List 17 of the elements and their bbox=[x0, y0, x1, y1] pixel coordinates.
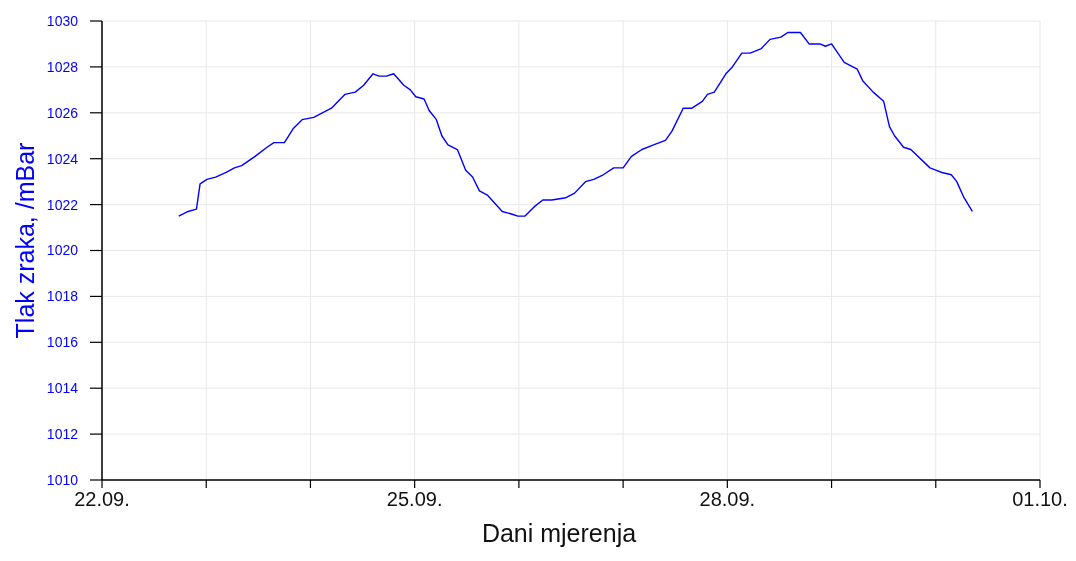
y-tick-label: 1030 bbox=[46, 12, 79, 29]
y-tick-label: 1010 bbox=[46, 471, 79, 488]
y-tick-label: 1014 bbox=[46, 380, 79, 397]
x-tick-label: 28.09. bbox=[699, 488, 756, 511]
y-tick-label: 1022 bbox=[46, 196, 79, 213]
x-tick-label: 01.10. bbox=[1012, 488, 1068, 511]
y-axis-title: Tlak zraka, /mBar bbox=[11, 142, 39, 339]
y-tick-label: 1012 bbox=[46, 426, 79, 443]
x-tick-label: 25.09. bbox=[386, 488, 443, 511]
y-tick-label: 1018 bbox=[46, 288, 79, 305]
x-tick-label: 22.09. bbox=[74, 488, 130, 511]
y-tick-label: 1028 bbox=[46, 58, 79, 75]
x-axis-title: Dani mjerenja bbox=[481, 519, 637, 547]
y-tick-label: 1024 bbox=[46, 150, 79, 167]
y-tick-label: 1020 bbox=[46, 242, 79, 259]
y-tick-label: 1026 bbox=[46, 104, 79, 121]
y-tick-label: 1016 bbox=[46, 334, 79, 351]
